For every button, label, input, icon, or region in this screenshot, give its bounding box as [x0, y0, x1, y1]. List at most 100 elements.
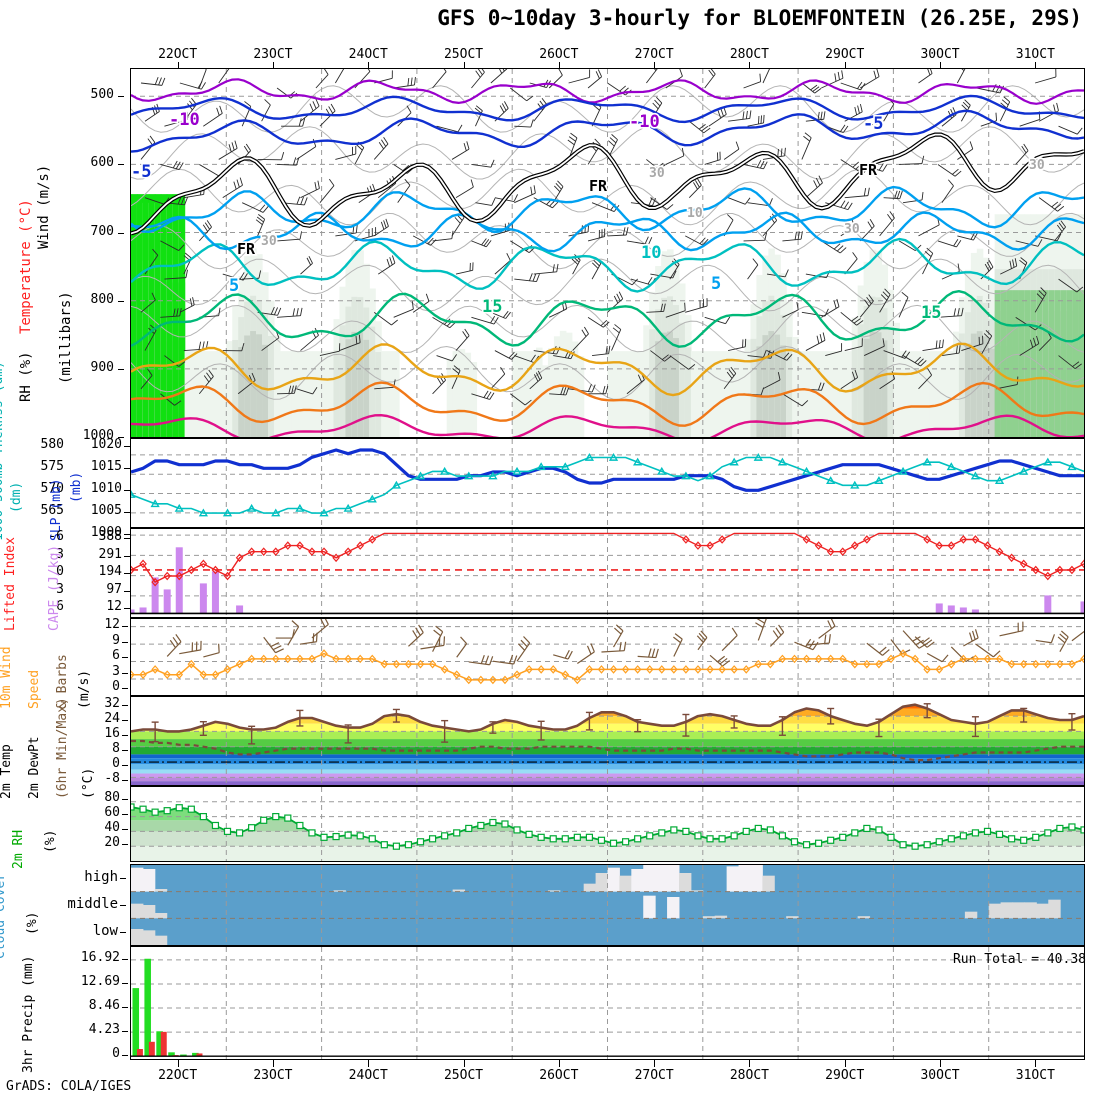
cloud-side-labels: Cloud Cover (%): [0, 864, 60, 959]
temp-y-axis: 32 24 16 8 0 -8: [80, 696, 128, 786]
precip-tick-label: 8.46: [88, 998, 120, 1013]
pressure-tick-label: 1000: [82, 428, 114, 443]
rh-side-labels: 2m RH (%): [0, 786, 80, 869]
svg-text:30: 30: [1029, 158, 1045, 173]
axis-tick: [118, 437, 124, 438]
wind-tick-label: 3: [112, 663, 120, 679]
cape-tick-label: 97: [106, 581, 122, 597]
wind-y-axis: 12 9 6 3 0: [80, 617, 128, 696]
axis-tick: [122, 780, 128, 781]
precip-tick-label: 12.69: [80, 974, 120, 989]
cape-lifted-index-side-labels: Lifted Index CAPE (J/kg): [0, 528, 62, 631]
axis-tick: [124, 512, 130, 513]
date-label: 27OCT: [634, 47, 674, 62]
axis-tick: [122, 844, 128, 845]
axis-tick: [122, 641, 128, 643]
lifted-index-tick-label: -6: [48, 529, 64, 544]
upper-air-axis-title: Wind (m/s): [36, 164, 52, 249]
axis-tick: [118, 232, 124, 234]
axis-tick: [122, 672, 128, 674]
panel-slp-thickness: [130, 438, 1085, 528]
rh-tick-label: 80: [104, 790, 120, 805]
panel-2m-temp-dewpt: [130, 696, 1085, 786]
axis-tick: [368, 1060, 370, 1067]
cape-lifted-index-y-axis: -6 -3 0 3 6 388 291 194 97 12: [20, 528, 130, 618]
axis-tick: [124, 555, 130, 557]
axis-tick: [124, 573, 130, 574]
slp-thickness-side-labels: 1000-500mb Thcknss (dm) SLP (mb) (dm) (mb): [0, 361, 84, 541]
cloud-row-label: middle: [67, 896, 118, 912]
date-label: 27OCT: [634, 1068, 674, 1083]
axis-tick: [122, 735, 128, 736]
pressure-tick-label: 500: [90, 87, 114, 103]
lifted-index-tick-label: 0: [56, 564, 64, 579]
thickness-tick-label: 565: [40, 503, 64, 518]
rh-unit-label: (%): [43, 829, 58, 853]
svg-text:30: 30: [649, 166, 665, 181]
axis-tick: [122, 983, 128, 984]
svg-text:FR: FR: [589, 177, 608, 195]
axis-tick: [940, 62, 942, 69]
panel-precip: [130, 946, 1085, 1060]
axis-tick: [177, 62, 179, 69]
axis-tick: [124, 468, 130, 469]
temp-tick-label: 8: [112, 741, 120, 756]
svg-text:-5: -5: [863, 114, 883, 134]
axis-tick: [654, 62, 656, 69]
temp-tick-label: 24: [104, 711, 120, 726]
axis-tick: [120, 905, 126, 906]
axis-tick: [122, 750, 128, 751]
date-label: 23OCT: [253, 1068, 293, 1083]
wind-tick-label: 0: [112, 679, 120, 694]
axis-tick: [463, 1060, 465, 1067]
cape-tick-label: 388: [98, 529, 122, 544]
axis-tick: [122, 959, 128, 960]
cloud-row-labels: high middle low: [60, 864, 128, 946]
axis-tick: [122, 1007, 128, 1008]
svg-text:30: 30: [844, 222, 860, 237]
thickness-tick-label: 575: [40, 459, 64, 474]
temp-axis-title: (6hr Min/Max): [55, 697, 70, 799]
axis-tick: [122, 626, 128, 627]
date-label: 29OCT: [825, 1068, 865, 1083]
date-label: 25OCT: [443, 47, 484, 62]
axis-tick: [118, 164, 124, 166]
svg-text:10: 10: [687, 206, 703, 221]
axis-tick: [122, 720, 128, 721]
date-label: 24OCT: [348, 47, 388, 62]
axis-tick: [654, 1060, 656, 1067]
slp-tick-label: 1000: [90, 525, 122, 540]
axis-tick: [120, 878, 126, 879]
precip-axis-title: 3hr Precip (mm): [21, 955, 36, 1073]
rh-tick-label: 60: [104, 805, 120, 820]
axis-tick: [124, 590, 130, 592]
slp-tick-label: 1010: [90, 481, 122, 496]
date-label: 28OCT: [729, 47, 769, 62]
axis-tick: [940, 1060, 942, 1067]
axis-tick: [122, 814, 128, 815]
panel-cape-lifted-index: [130, 528, 1085, 618]
axis-tick: [463, 62, 465, 69]
svg-text:5: 5: [711, 274, 721, 294]
lifted-index-tick-label: 3: [56, 581, 64, 597]
date-label: 22OCT: [158, 47, 198, 62]
svg-text:-5: -5: [131, 162, 151, 182]
axis-tick: [124, 608, 130, 609]
thickness-axis-title: 1000-500mb Thcknss (dm): [0, 360, 6, 541]
date-label: 26OCT: [539, 1068, 579, 1083]
cloud-row-label: high: [84, 869, 118, 885]
panel-cloud-cover: [130, 864, 1085, 946]
axis-tick: [122, 765, 128, 766]
svg-text:10: 10: [641, 243, 661, 263]
grads-credit: GrADS: COLA/IGES: [6, 1079, 132, 1094]
axis-tick: [1035, 1060, 1037, 1067]
pressure-tick-label: 900: [90, 359, 114, 375]
axis-tick: [749, 1060, 751, 1067]
panel-2m-rh: [130, 786, 1085, 862]
axis-tick: [124, 446, 130, 447]
date-label: 28OCT: [729, 1068, 769, 1083]
lifted-index-axis-title: Lifted Index: [3, 537, 18, 631]
pressure-tick-label: 800: [90, 291, 114, 307]
date-label: 26OCT: [539, 47, 579, 62]
svg-text:30: 30: [261, 234, 277, 249]
